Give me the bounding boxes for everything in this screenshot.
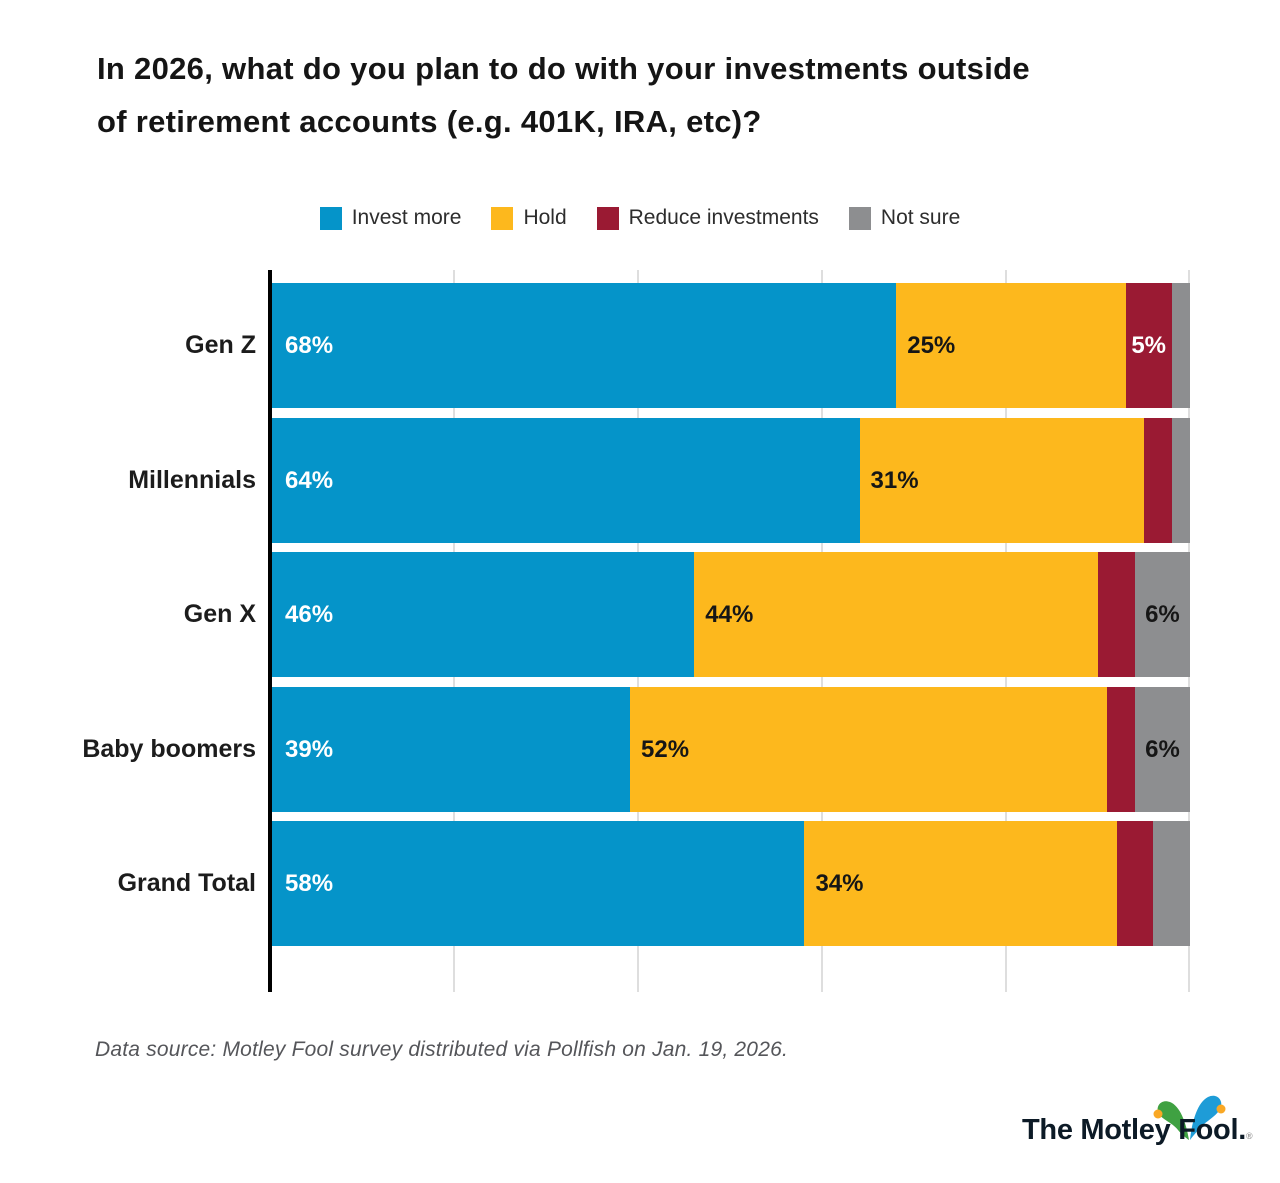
segment-gen-z-hold: 25%: [896, 283, 1126, 408]
legend-item-invest-more: Invest more: [319, 206, 462, 230]
segment-gen-x-not-sure: 6%: [1134, 552, 1190, 677]
chart-plot-area: 68% 25% 5% 64% 31% 46% 44% 6% 39% 52% 6%: [268, 270, 1190, 992]
segment-gen-z-not-sure: [1171, 283, 1190, 408]
legend-label-not-sure: Not sure: [880, 206, 961, 229]
legend-item-reduce-investments: Reduce investments: [596, 206, 819, 230]
segment-value-label: 58%: [285, 869, 334, 897]
category-label-baby-boomers: Baby boomers: [82, 735, 256, 763]
logo-text: The Motley Fool.®: [1022, 1114, 1253, 1146]
source-note: Data source: Motley Fool survey distribu…: [95, 1038, 788, 1061]
bar-row-baby-boomers: 39% 52% 6%: [272, 687, 1190, 812]
page-title-line-1: In 2026, what do you plan to do with you…: [97, 51, 1030, 86]
segment-gen-z-invest-more: 68%: [272, 283, 897, 408]
segment-value-label: 25%: [907, 331, 956, 359]
legend-item-hold: Hold: [491, 206, 567, 230]
category-label-gen-x: Gen X: [183, 600, 256, 628]
category-label-gen-z: Gen Z: [185, 331, 256, 359]
segment-value-label: 68%: [285, 331, 334, 359]
segment-grand-total-not-sure: [1153, 821, 1190, 946]
segment-gen-x-hold: 44%: [694, 552, 1099, 677]
legend-item-not-sure: Not sure: [848, 206, 961, 230]
segment-value-label: 34%: [815, 869, 864, 897]
segment-value-label: 6%: [1145, 735, 1180, 763]
segment-millennials-invest-more: 64%: [272, 418, 860, 543]
segment-value-label: 64%: [285, 466, 334, 494]
legend-label-hold: Hold: [523, 206, 567, 229]
segment-gen-x-invest-more: 46%: [272, 552, 695, 677]
y-axis-line: [268, 270, 272, 992]
segment-baby-boomers-reduce: [1107, 687, 1135, 812]
trademark-symbol: ®: [1245, 1131, 1253, 1141]
bar-row-gen-x: 46% 44% 6%: [272, 552, 1190, 677]
segment-millennials-not-sure: [1171, 418, 1190, 543]
bar-row-millennials: 64% 31%: [272, 418, 1190, 543]
category-label-millennials: Millennials: [128, 466, 256, 494]
page-title-line-2: of retirement accounts (e.g. 401K, IRA, …: [97, 104, 762, 139]
segment-value-label: 39%: [285, 735, 334, 763]
page-title: In 2026, what do you plan to do with you…: [97, 42, 1207, 148]
chart-legend: Invest more Hold Reduce investments Not …: [0, 206, 1280, 230]
segment-value-label: 44%: [705, 600, 754, 628]
segment-grand-total-invest-more: 58%: [272, 821, 805, 946]
legend-label-invest-more: Invest more: [351, 206, 462, 229]
segment-value-label: 52%: [641, 735, 690, 763]
segment-value-label: 46%: [285, 600, 334, 628]
segment-millennials-reduce: [1144, 418, 1172, 543]
segment-millennials-hold: 31%: [859, 418, 1145, 543]
jester-hat-icon: [1153, 1095, 1226, 1140]
legend-swatch-hold-icon: [491, 206, 514, 230]
segment-baby-boomers-invest-more: 39%: [272, 687, 631, 812]
legend-label-reduce-investments: Reduce investments: [628, 206, 819, 229]
legend-swatch-not-sure-icon: [848, 206, 871, 230]
category-label-grand-total: Grand Total: [117, 869, 256, 897]
segment-value-label: 6%: [1145, 600, 1180, 628]
segment-gen-x-reduce: [1098, 552, 1135, 677]
segment-baby-boomers-not-sure: 6%: [1134, 687, 1190, 812]
legend-swatch-invest-more-icon: [319, 206, 342, 230]
segment-value-label: 5%: [1131, 331, 1167, 359]
legend-swatch-reduce-investments-icon: [596, 206, 619, 230]
segment-value-label: 31%: [870, 466, 919, 494]
segment-gen-z-reduce: 5%: [1125, 283, 1172, 408]
bar-row-grand-total: 58% 34%: [272, 821, 1190, 946]
segment-baby-boomers-hold: 52%: [630, 687, 1108, 812]
segment-grand-total-reduce: [1116, 821, 1154, 946]
motley-fool-logo: The Motley Fool.®: [1010, 1090, 1253, 1160]
bar-row-gen-z: 68% 25% 5%: [272, 283, 1190, 408]
segment-grand-total-hold: 34%: [804, 821, 1117, 946]
